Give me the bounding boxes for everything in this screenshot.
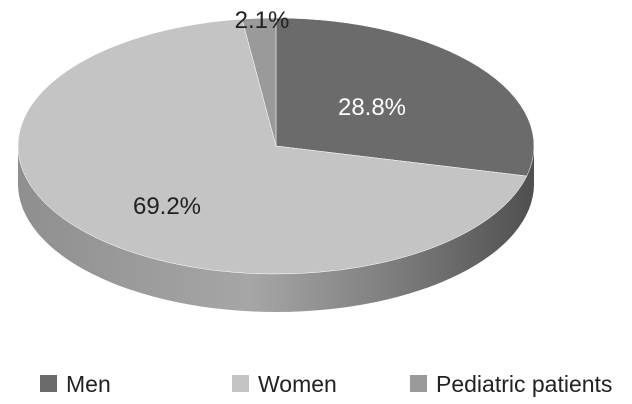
slice-men[interactable] [275,17,535,177]
legend-label-women: Women [258,371,337,397]
legend-swatch-pediatric-patients [410,375,427,392]
pie-side-wall [18,146,534,312]
data-label-men: 28.8% [338,94,406,121]
legend-item-women[interactable]: Women [232,371,337,397]
data-label-pediatric-patients: 2.1% [235,7,290,34]
legend-swatch-men [40,375,57,392]
legend: Men Women Pediatric patients [40,371,612,397]
slice-pediatric-patients[interactable] [241,17,277,147]
legend-item-men[interactable]: Men [40,371,111,397]
legend-label-men: Men [66,371,111,397]
slice-women[interactable] [17,18,528,275]
legend-item-pediatric-patients[interactable]: Pediatric patients [410,371,612,397]
data-label-women: 69.2% [133,193,201,220]
legend-swatch-women [232,375,249,392]
legend-label-pediatric-patients: Pediatric patients [436,371,612,397]
